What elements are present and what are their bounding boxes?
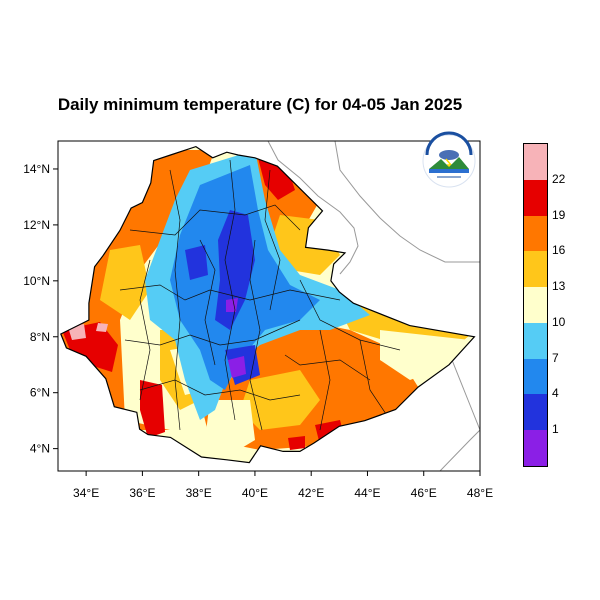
colorbar-label: 1 — [552, 422, 559, 437]
colorbar — [523, 143, 548, 467]
colorbar-segment — [524, 287, 547, 323]
colorbar-segment — [524, 430, 547, 466]
x-tick-label: 48°E — [467, 486, 493, 500]
colorbar-label: 19 — [552, 207, 566, 222]
x-tick-label: 38°E — [186, 486, 212, 500]
x-axis: 34°E 36°E 38°E 40°E 42°E 44°E 46°E 48°E — [73, 471, 493, 500]
y-axis: 14°N 12°N 10°N 8°N 6°N 4°N — [23, 162, 58, 456]
x-tick-label: 42°E — [298, 486, 324, 500]
y-tick-label: 10°N — [23, 274, 50, 288]
ethiopian-meteorology-institute-logo — [422, 131, 476, 188]
x-tick-label: 36°E — [129, 486, 155, 500]
page-title: Daily minimum temperature (C) for 04-05 … — [57, 95, 463, 114]
colorbar-label: 13 — [552, 279, 566, 294]
colorbar-label: 16 — [552, 243, 566, 258]
map-frame — [57, 140, 481, 472]
colorbar-segment — [524, 144, 547, 180]
admin-boundaries — [119, 159, 401, 431]
colorbar-segment — [524, 179, 547, 216]
y-tick-label: 12°N — [23, 218, 50, 232]
x-tick-label: 34°E — [73, 486, 99, 500]
colorbar-label: 22 — [552, 171, 566, 186]
y-tick-label: 6°N — [30, 386, 50, 400]
x-tick-label: 44°E — [354, 486, 380, 500]
colorbar-segment — [524, 322, 547, 359]
colorbar-labels: 1 4 7 10 13 16 19 22 — [552, 143, 592, 467]
colorbar-label: 7 — [552, 350, 559, 365]
colorbar-label: 10 — [552, 314, 566, 329]
colorbar-segment — [524, 394, 547, 431]
y-tick-label: 14°N — [23, 162, 50, 176]
y-tick-label: 4°N — [30, 442, 50, 456]
colorbar-segment — [524, 215, 547, 252]
colorbar-segment — [524, 251, 547, 288]
colorbar-label: 4 — [552, 386, 559, 401]
colorbar-segment — [524, 358, 547, 395]
x-tick-label: 46°E — [411, 486, 437, 500]
x-tick-label: 40°E — [242, 486, 268, 500]
country-outline — [60, 145, 476, 464]
y-tick-label: 8°N — [30, 330, 50, 344]
